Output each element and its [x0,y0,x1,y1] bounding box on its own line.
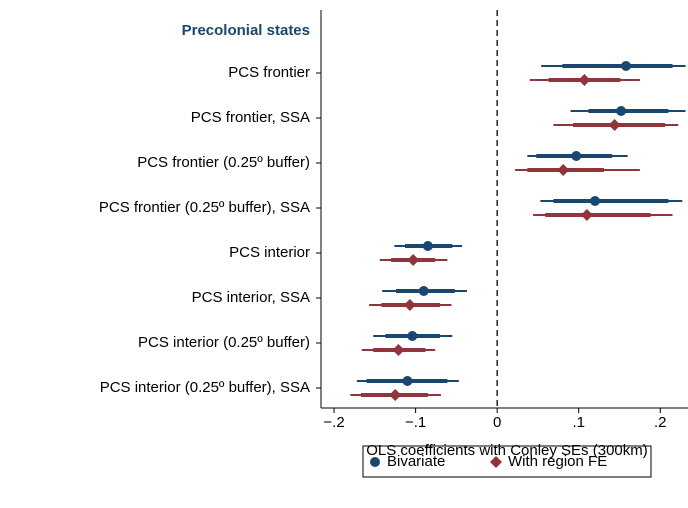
x-tick-label: −.2 [323,414,344,431]
marker [571,151,582,161]
x-tick-label: .1 [572,414,585,431]
marker [422,241,433,251]
marker [407,254,420,266]
y-tick-label: PCS frontier (0.25º buffer) [137,154,310,171]
legend-box [362,445,652,478]
marker [580,209,593,221]
marker [392,344,405,356]
marker [621,61,632,71]
legend-label: Bivariate [387,453,445,470]
marker [407,331,418,341]
marker [590,196,601,206]
marker [418,286,429,296]
y-tick-label: PCS frontier [228,64,310,81]
marker [403,299,416,311]
x-tick-label: 0 [493,414,501,431]
x-tick-label: −.1 [405,414,426,431]
marker [557,164,570,176]
marker [608,119,621,131]
marker [490,456,502,468]
x-tick-label: .2 [654,414,667,431]
legend-label: With region FE [508,453,607,470]
y-tick-label: PCS frontier, SSA [191,109,310,126]
marker [616,106,627,116]
y-tick-label: PCS interior [229,244,310,261]
marker [578,74,591,86]
marker [402,376,413,386]
marker [370,457,380,467]
marker [389,389,402,401]
y-tick-label: PCS frontier (0.25º buffer), SSA [99,199,310,216]
y-tick-label: PCS interior (0.25º buffer), SSA [100,379,310,396]
group-label: Precolonial states [182,22,310,39]
y-tick-label: PCS interior, SSA [192,289,310,306]
y-tick-label: PCS interior (0.25º buffer) [138,334,310,351]
